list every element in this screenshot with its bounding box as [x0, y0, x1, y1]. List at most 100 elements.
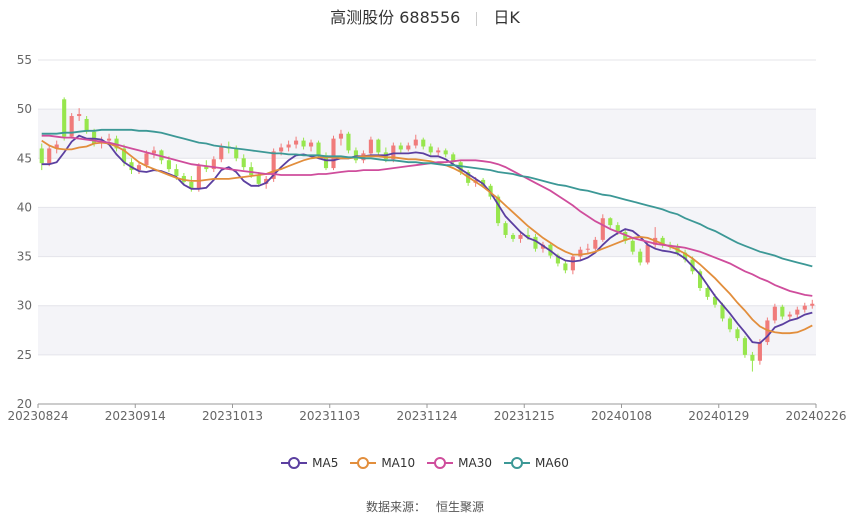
- candle-down: [234, 148, 239, 159]
- candle-up: [757, 342, 762, 361]
- candle-down: [241, 158, 246, 168]
- candle-up: [196, 166, 201, 189]
- candle-up: [279, 147, 284, 152]
- candle-down: [510, 234, 516, 239]
- candle-up: [271, 151, 276, 179]
- header-divider: [476, 11, 478, 26]
- candle-up: [77, 114, 82, 117]
- y-tick-label: 35: [17, 250, 32, 264]
- candle-down: [638, 251, 643, 263]
- candle-up: [69, 116, 74, 137]
- candle-down: [488, 185, 493, 197]
- x-tick-label: 20240129: [688, 409, 749, 423]
- candle-up: [47, 148, 52, 164]
- candle-up: [795, 309, 800, 315]
- x-tick-label: 20230824: [7, 409, 68, 423]
- candle-down: [421, 139, 426, 147]
- x-tick-label: 20231124: [396, 409, 457, 423]
- legend-label: MA60: [535, 456, 569, 470]
- candle-down: [525, 234, 531, 237]
- candle-up: [331, 138, 336, 169]
- legend-label: MA30: [458, 456, 493, 470]
- y-tick-label: 20: [17, 397, 32, 411]
- candle-up: [294, 140, 299, 145]
- x-tick-label: 20231215: [494, 409, 555, 423]
- candle-down: [204, 166, 209, 170]
- candle-down: [630, 240, 635, 252]
- x-tick-label: 20240108: [591, 409, 652, 423]
- chart-title: 高测股份 688556: [330, 8, 461, 27]
- candle-up: [802, 305, 807, 310]
- x-tick-label: 20240226: [785, 409, 846, 423]
- candle-down: [563, 263, 568, 271]
- candle-down: [398, 145, 403, 150]
- candle-down: [301, 140, 306, 147]
- candle-up: [765, 320, 770, 343]
- candle-down: [256, 174, 261, 184]
- candle-down: [780, 306, 785, 317]
- candle-down: [174, 169, 179, 176]
- candle-down: [727, 318, 733, 330]
- legend-item-ma10[interactable]: MA10: [350, 456, 415, 470]
- candle-down: [735, 329, 740, 339]
- candle-down: [353, 150, 358, 161]
- candle-down: [712, 296, 718, 305]
- candle-down: [615, 225, 620, 232]
- candle-down: [458, 162, 463, 173]
- legend-item-ma5[interactable]: MA5: [281, 456, 338, 470]
- legend-marker-icon: [504, 457, 531, 469]
- legend-marker-icon: [350, 457, 377, 469]
- candle-up: [578, 249, 583, 257]
- x-tick-label: 20231103: [299, 409, 360, 423]
- candle-up: [264, 178, 269, 184]
- legend-item-ma30[interactable]: MA30: [427, 456, 492, 470]
- candle-down: [181, 175, 186, 182]
- y-tick-label: 30: [17, 299, 32, 313]
- candle-down: [555, 255, 560, 264]
- candle-down: [428, 146, 433, 153]
- candle-down: [443, 150, 448, 155]
- candle-down: [323, 155, 329, 169]
- x-tick-label: 20231013: [202, 409, 263, 423]
- candle-up: [645, 244, 650, 263]
- line-ma5: [41, 134, 813, 345]
- candle-up: [772, 306, 777, 321]
- candle-down: [84, 118, 89, 132]
- candle-down: [249, 167, 254, 175]
- candle-down: [376, 139, 381, 153]
- candle-up: [518, 234, 523, 239]
- candle-up: [406, 145, 411, 150]
- candle-down: [159, 150, 164, 161]
- candle-down: [697, 271, 703, 289]
- candle-down: [62, 99, 67, 137]
- legend-label: MA10: [381, 456, 416, 470]
- y-tick-label: 50: [17, 102, 32, 116]
- candle-down: [346, 133, 351, 151]
- candle-down: [750, 354, 755, 361]
- candle-up: [600, 218, 605, 240]
- candle-down: [92, 131, 97, 144]
- candle-up: [144, 153, 149, 166]
- candle-down: [720, 304, 725, 319]
- candle-down: [316, 142, 321, 156]
- candle-down: [705, 288, 710, 297]
- grid-band: [38, 305, 816, 355]
- chart-header: 高测股份 688556 日K: [0, 4, 850, 30]
- candle-up: [219, 146, 224, 160]
- candle-down: [496, 196, 501, 224]
- y-tick-label: 45: [17, 151, 32, 165]
- candle-down: [503, 223, 508, 235]
- candle-down: [39, 148, 44, 164]
- candle-down: [451, 154, 456, 163]
- candle-down: [533, 236, 538, 249]
- candle-up: [211, 159, 216, 170]
- candle-up: [593, 239, 598, 249]
- candle-up: [436, 150, 441, 153]
- candle-up: [391, 145, 396, 160]
- candle-down: [608, 218, 613, 226]
- candle-up: [810, 303, 815, 306]
- candle-up: [151, 150, 157, 154]
- legend-label: MA5: [312, 456, 339, 470]
- candle-down: [623, 232, 628, 241]
- legend-item-ma60[interactable]: MA60: [504, 456, 569, 470]
